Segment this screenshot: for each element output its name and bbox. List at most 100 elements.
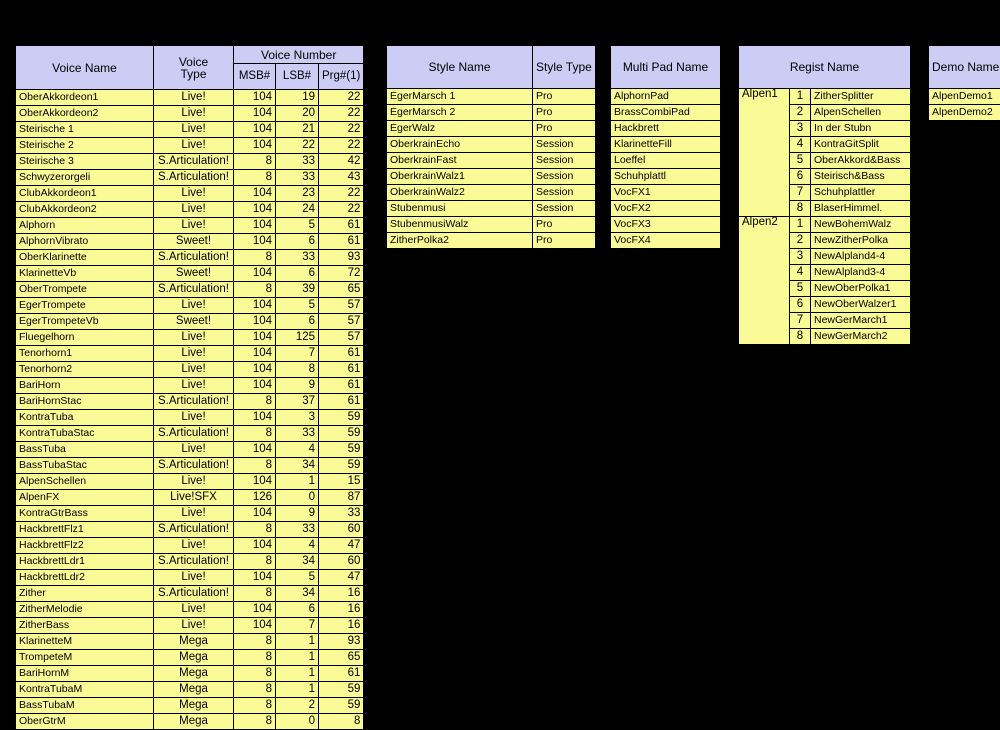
voice-msb-cell[interactable]: 104	[234, 506, 276, 522]
voice-prg-cell[interactable]: 61	[319, 234, 364, 250]
style-type-cell[interactable]: Session	[533, 201, 596, 217]
voice-prg-cell[interactable]: 47	[319, 570, 364, 586]
voice-type-cell[interactable]: Live!	[154, 90, 234, 106]
voice-msb-cell[interactable]: 104	[234, 474, 276, 490]
voice-name-cell[interactable]: BassTubaStac	[16, 458, 154, 474]
voice-type-cell[interactable]: Live!	[154, 618, 234, 634]
voice-type-cell[interactable]: S.Articulation!	[154, 522, 234, 538]
regist-number-cell[interactable]: 2	[790, 233, 811, 249]
regist-name-cell[interactable]: BlaserHimmel.	[811, 201, 911, 217]
voice-msb-cell[interactable]: 104	[234, 234, 276, 250]
voice-name-cell[interactable]: Steirische 2	[16, 138, 154, 154]
voice-name-cell[interactable]: BariHorn	[16, 378, 154, 394]
voice-lsb-cell[interactable]: 6	[276, 234, 319, 250]
voice-prg-cell[interactable]: 59	[319, 442, 364, 458]
voice-type-cell[interactable]: Live!	[154, 330, 234, 346]
voice-type-cell[interactable]: Live!	[154, 106, 234, 122]
voice-name-cell[interactable]: Tenorhorn1	[16, 346, 154, 362]
voice-name-cell[interactable]: Zither	[16, 586, 154, 602]
style-name-cell[interactable]: OberkrainWalz1	[387, 169, 533, 185]
voice-lsb-cell[interactable]: 0	[276, 490, 319, 506]
voice-lsb-cell[interactable]: 6	[276, 314, 319, 330]
style-name-cell[interactable]: EgerMarsch 1	[387, 89, 533, 105]
table-row[interactable]: Hackbrett	[611, 121, 721, 137]
voice-lsb-cell[interactable]: 6	[276, 602, 319, 618]
voice-msb-cell[interactable]: 8	[234, 698, 276, 714]
voice-name-cell[interactable]: Fluegelhorn	[16, 330, 154, 346]
voice-lsb-cell[interactable]: 20	[276, 106, 319, 122]
regist-number-cell[interactable]: 5	[790, 153, 811, 169]
regist-name-cell[interactable]: NewAlpland4-4	[811, 249, 911, 265]
table-row[interactable]: KlarinetteFill	[611, 137, 721, 153]
voice-type-cell[interactable]: S.Articulation!	[154, 154, 234, 170]
voice-type-cell[interactable]: Live!	[154, 410, 234, 426]
voice-name-cell[interactable]: ClubAkkordeon2	[16, 202, 154, 218]
table-row[interactable]: VocFX3	[611, 217, 721, 233]
voice-msb-cell[interactable]: 8	[234, 634, 276, 650]
voice-prg-cell[interactable]: 93	[319, 250, 364, 266]
voice-prg-cell[interactable]: 22	[319, 186, 364, 202]
voice-prg-cell[interactable]: 22	[319, 138, 364, 154]
voice-prg-cell[interactable]: 59	[319, 410, 364, 426]
voice-msb-cell[interactable]: 8	[234, 250, 276, 266]
regist-number-cell[interactable]: 5	[790, 281, 811, 297]
voice-type-cell[interactable]: Live!	[154, 362, 234, 378]
voice-name-cell[interactable]: AlphornVibrato	[16, 234, 154, 250]
voice-name-cell[interactable]: OberKlarinette	[16, 250, 154, 266]
style-name-cell[interactable]: OberkrainEcho	[387, 137, 533, 153]
regist-name-cell[interactable]: NewBohemWalz	[811, 217, 911, 233]
style-name-cell[interactable]: Stubenmusi	[387, 201, 533, 217]
regist-number-cell[interactable]: 4	[790, 137, 811, 153]
regist-number-cell[interactable]: 2	[790, 105, 811, 121]
voice-lsb-cell[interactable]: 34	[276, 554, 319, 570]
voice-msb-cell[interactable]: 104	[234, 538, 276, 554]
voice-prg-cell[interactable]: 57	[319, 298, 364, 314]
style-type-cell[interactable]: Session	[533, 137, 596, 153]
voice-msb-cell[interactable]: 8	[234, 586, 276, 602]
voice-name-cell[interactable]: HackbrettFlz1	[16, 522, 154, 538]
style-name-cell[interactable]: EgerWalz	[387, 121, 533, 137]
voice-type-cell[interactable]: Live!	[154, 378, 234, 394]
style-type-cell[interactable]: Session	[533, 185, 596, 201]
multi-pad-name-cell[interactable]: AlphornPad	[611, 89, 721, 105]
voice-msb-cell[interactable]: 8	[234, 154, 276, 170]
table-row[interactable]: AlphornPad	[611, 89, 721, 105]
voice-lsb-cell[interactable]: 22	[276, 138, 319, 154]
demo-name-cell[interactable]: AlpenDemo2	[929, 105, 1000, 121]
voice-name-cell[interactable]: HackbrettLdr2	[16, 570, 154, 586]
voice-msb-cell[interactable]: 104	[234, 122, 276, 138]
voice-lsb-cell[interactable]: 33	[276, 250, 319, 266]
style-type-cell[interactable]: Session	[533, 153, 596, 169]
voice-lsb-cell[interactable]: 2	[276, 698, 319, 714]
voice-msb-cell[interactable]: 104	[234, 618, 276, 634]
regist-number-cell[interactable]: 6	[790, 169, 811, 185]
voice-name-cell[interactable]: Steirische 1	[16, 122, 154, 138]
voice-prg-cell[interactable]: 47	[319, 538, 364, 554]
voice-name-cell[interactable]: ZitherMelodie	[16, 602, 154, 618]
voice-prg-cell[interactable]: 15	[319, 474, 364, 490]
voice-type-cell[interactable]: S.Articulation!	[154, 170, 234, 186]
regist-number-cell[interactable]: 3	[790, 121, 811, 137]
voice-prg-cell[interactable]: 57	[319, 330, 364, 346]
voice-type-cell[interactable]: Sweet!	[154, 266, 234, 282]
voice-prg-cell[interactable]: 22	[319, 106, 364, 122]
voice-type-cell[interactable]: S.Articulation!	[154, 394, 234, 410]
voice-lsb-cell[interactable]: 125	[276, 330, 319, 346]
voice-msb-cell[interactable]: 8	[234, 458, 276, 474]
voice-prg-cell[interactable]: 60	[319, 522, 364, 538]
voice-msb-cell[interactable]: 126	[234, 490, 276, 506]
